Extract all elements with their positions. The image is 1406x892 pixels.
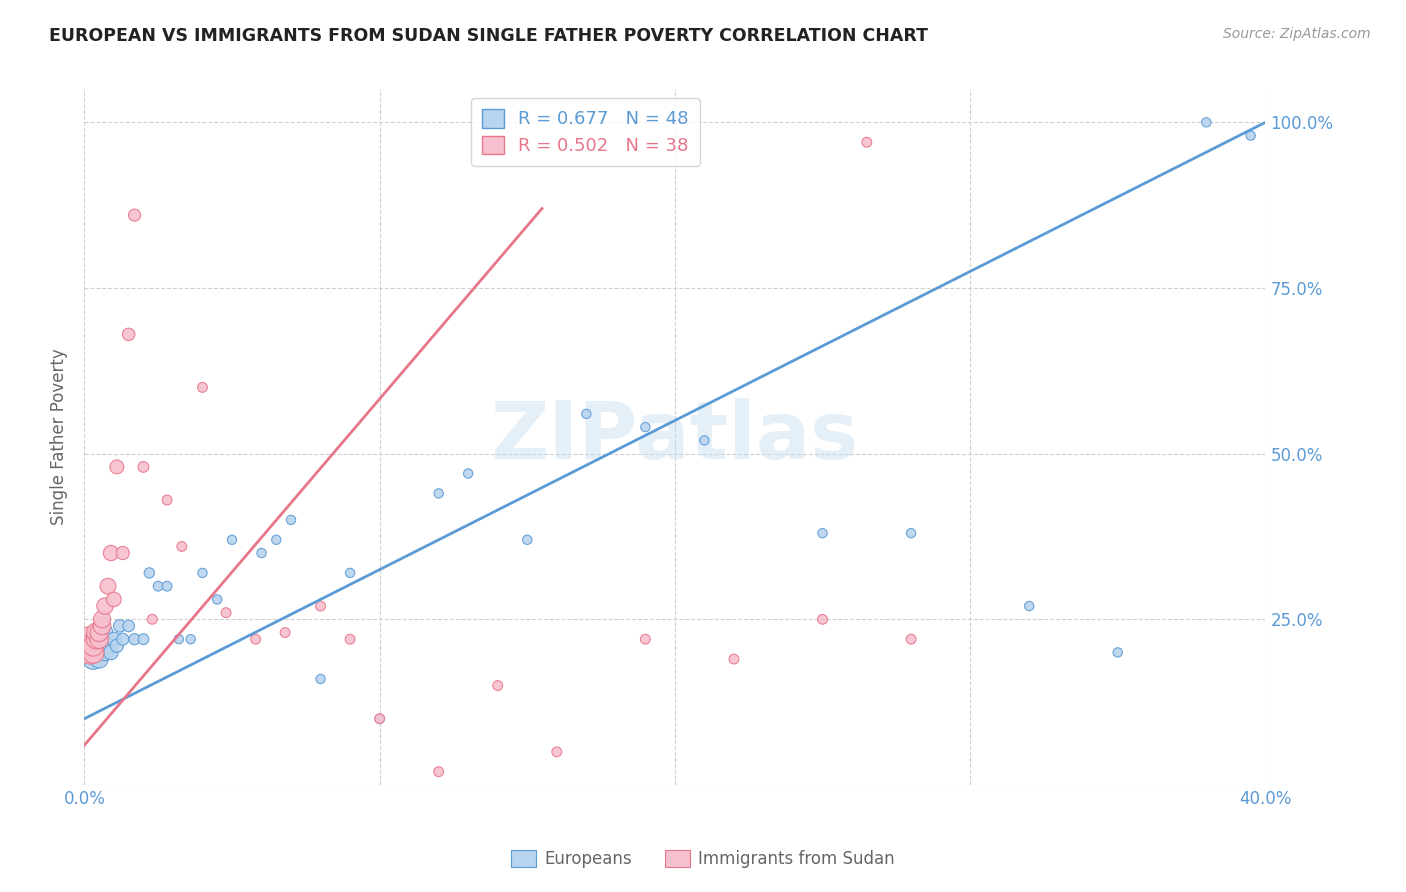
Point — [94, 625, 117, 640]
Point — [427, 764, 450, 779]
Point — [89, 632, 111, 647]
Point — [103, 592, 125, 607]
Point — [82, 652, 104, 666]
Point — [79, 639, 101, 653]
Point — [427, 486, 450, 500]
Point — [111, 546, 134, 560]
Point — [84, 632, 107, 647]
Point — [723, 652, 745, 666]
Point — [132, 459, 155, 474]
Text: ZIPatlas: ZIPatlas — [491, 398, 859, 476]
Point — [170, 540, 193, 554]
Point — [79, 632, 101, 647]
Point — [94, 645, 117, 659]
Point — [84, 625, 107, 640]
Legend: R = 0.677   N = 48, R = 0.502   N = 38: R = 0.677 N = 48, R = 0.502 N = 38 — [471, 98, 700, 166]
Point — [82, 645, 104, 659]
Point — [111, 632, 134, 647]
Point — [811, 526, 834, 541]
Point — [280, 513, 302, 527]
Point — [205, 592, 228, 607]
Point — [82, 639, 104, 653]
Point — [1107, 645, 1129, 659]
Point — [82, 639, 104, 653]
Point — [250, 546, 273, 560]
Point — [339, 632, 361, 647]
Point — [693, 434, 716, 448]
Point — [457, 467, 479, 481]
Point — [156, 493, 179, 508]
Point — [264, 533, 288, 547]
Point — [156, 579, 179, 593]
Point — [84, 632, 107, 647]
Point — [89, 652, 111, 666]
Point — [108, 619, 131, 633]
Point — [84, 645, 107, 659]
Point — [76, 639, 98, 653]
Point — [94, 599, 117, 613]
Point — [191, 566, 214, 580]
Point — [575, 407, 598, 421]
Point — [91, 619, 114, 633]
Point — [368, 712, 391, 726]
Point — [118, 619, 141, 633]
Point — [105, 639, 128, 653]
Point — [167, 632, 190, 647]
Point — [221, 533, 243, 547]
Point — [91, 632, 114, 647]
Point — [339, 566, 361, 580]
Point — [274, 625, 297, 640]
Point — [180, 632, 202, 647]
Point — [124, 632, 146, 647]
Point — [148, 579, 170, 593]
Point — [89, 625, 111, 640]
Point — [1240, 128, 1263, 143]
Point — [118, 327, 141, 342]
Point — [245, 632, 267, 647]
Point — [124, 208, 146, 222]
Text: EUROPEAN VS IMMIGRANTS FROM SUDAN SINGLE FATHER POVERTY CORRELATION CHART: EUROPEAN VS IMMIGRANTS FROM SUDAN SINGLE… — [49, 27, 928, 45]
Point — [546, 745, 568, 759]
Point — [100, 546, 122, 560]
Point — [368, 712, 391, 726]
Point — [97, 639, 120, 653]
Point — [1018, 599, 1040, 613]
Text: Source: ZipAtlas.com: Source: ZipAtlas.com — [1223, 27, 1371, 41]
Point — [900, 526, 922, 541]
Point — [138, 566, 160, 580]
Point — [811, 612, 834, 626]
Point — [97, 579, 120, 593]
Point — [79, 645, 101, 659]
Point — [103, 632, 125, 647]
Point — [105, 459, 128, 474]
Point — [191, 380, 214, 394]
Point — [89, 639, 111, 653]
Point — [634, 420, 657, 434]
Point — [516, 533, 538, 547]
Point — [132, 632, 155, 647]
Point — [141, 612, 163, 626]
Point — [91, 612, 114, 626]
Point — [900, 632, 922, 647]
Legend: Europeans, Immigrants from Sudan: Europeans, Immigrants from Sudan — [505, 843, 901, 875]
Y-axis label: Single Father Poverty: Single Father Poverty — [51, 349, 69, 525]
Point — [100, 645, 122, 659]
Point — [76, 632, 98, 647]
Point — [309, 599, 332, 613]
Point — [91, 639, 114, 653]
Point — [309, 672, 332, 686]
Point — [1195, 115, 1218, 129]
Point — [486, 679, 509, 693]
Point — [855, 135, 877, 149]
Point — [79, 645, 101, 659]
Point — [215, 606, 238, 620]
Point — [634, 632, 657, 647]
